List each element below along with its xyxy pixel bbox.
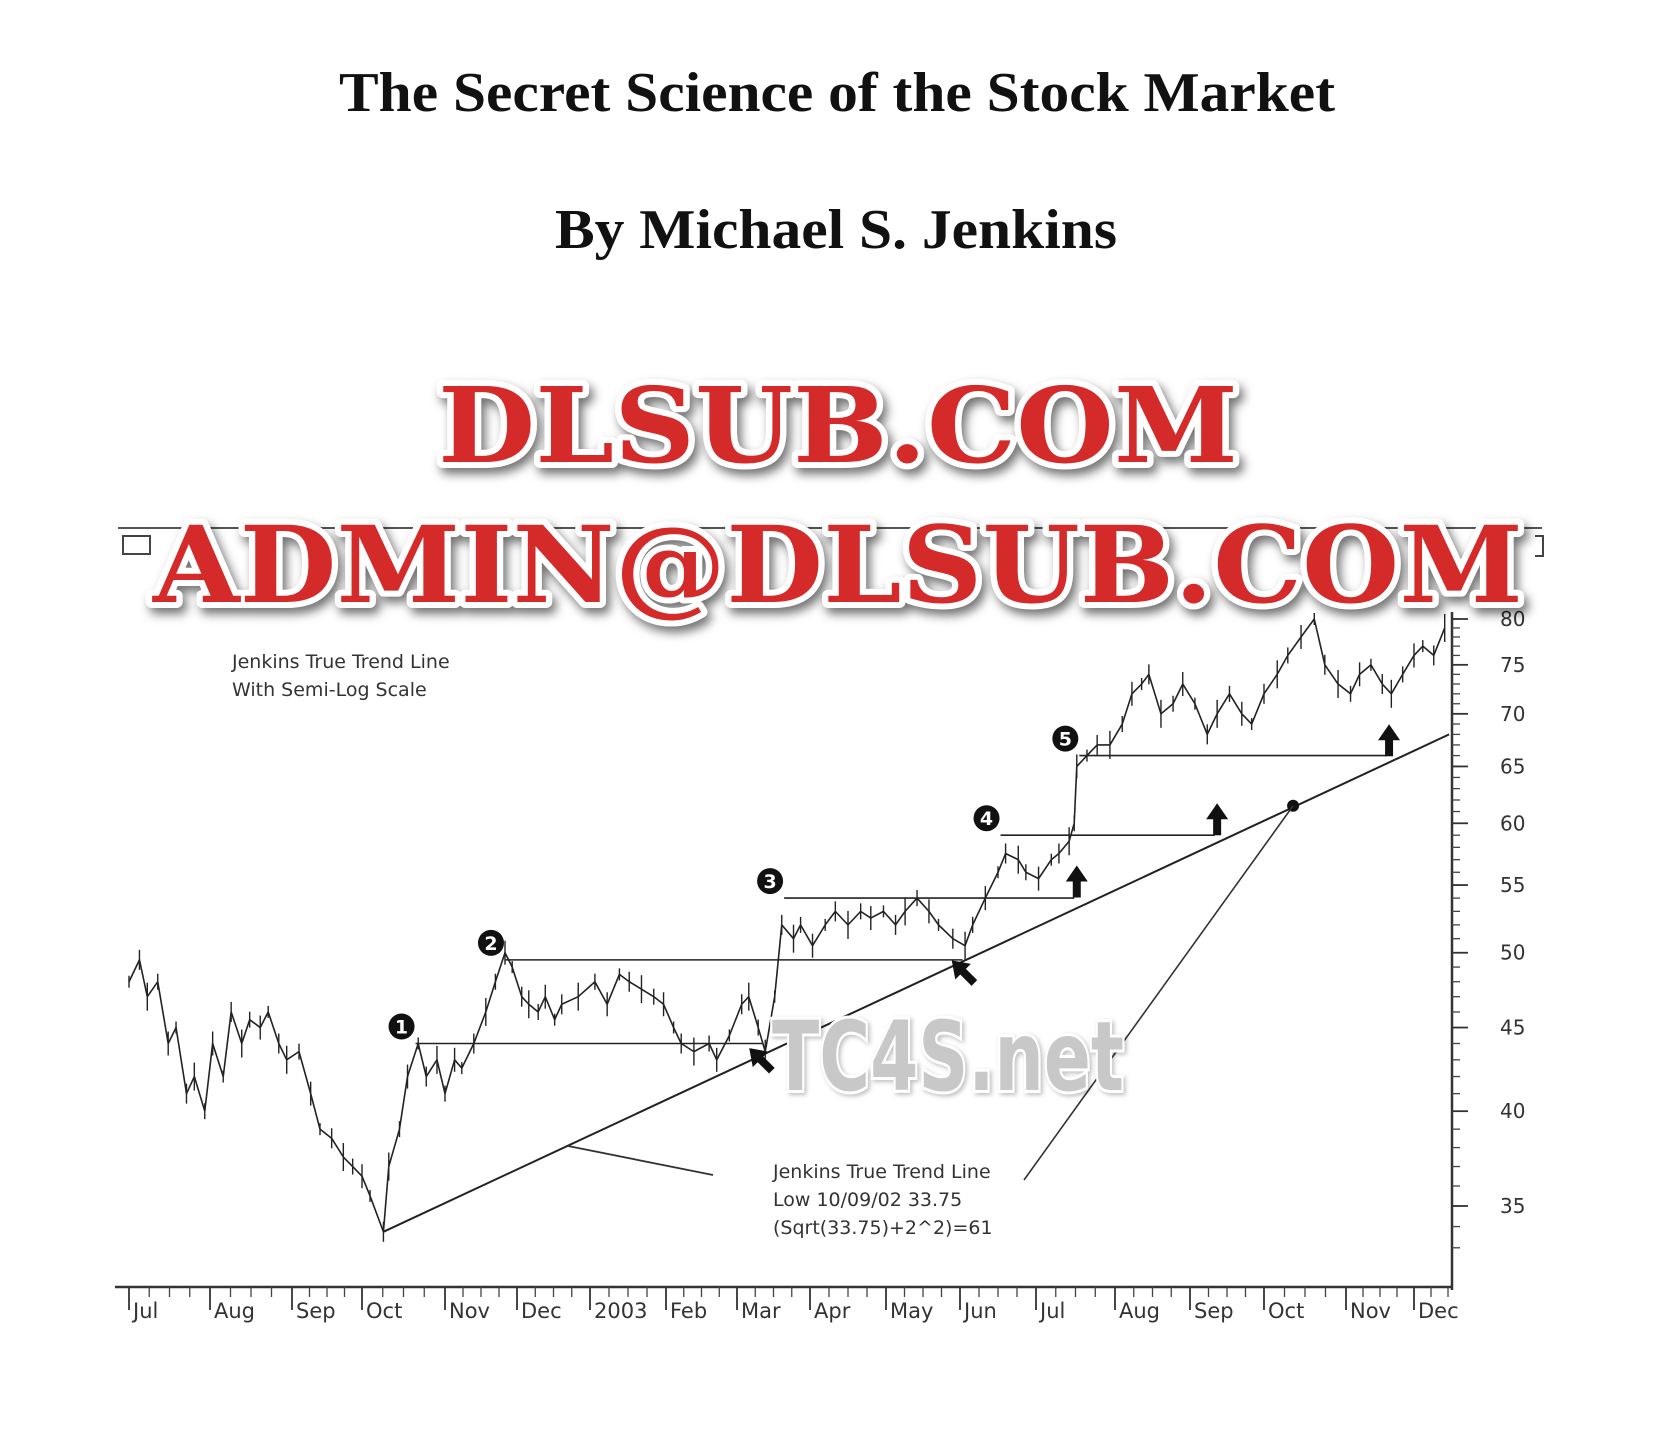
y-tick-label: 50: [1500, 941, 1525, 965]
annotation-line-1: Jenkins True Trend Line: [772, 1161, 991, 1183]
price-chart: Jul Aug Sep Oct Nov Dec 2003 Feb Mar Apr May Jun Jul…: [115, 607, 1525, 1323]
document-title: The Secret Science of the Stock Market: [339, 62, 1335, 124]
annotation-line-2: Low 10/09/02 33.75: [773, 1189, 962, 1211]
level-marker-2: [478, 929, 504, 956]
annotation-line-3: (Sqrt(33.75)+2^2)=61: [773, 1217, 993, 1239]
level-marker-1: [388, 1013, 415, 1040]
y-tick-label: 60: [1500, 811, 1525, 835]
x-tick-label: Apr: [814, 1299, 851, 1323]
y-tick-label: 70: [1500, 702, 1525, 726]
x-tick-label: Jun: [962, 1299, 997, 1323]
arrow-up-icon: [951, 960, 978, 986]
x-tick-label: May: [890, 1299, 933, 1323]
pivot-pointer-line: [1023, 805, 1294, 1181]
level-marker-label: 1: [395, 1017, 408, 1039]
watermark-dlsub: DLSUB.COM: [438, 364, 1238, 487]
document-author: By Michael S. Jenkins: [555, 199, 1117, 261]
level-marker-5: [1052, 725, 1079, 752]
x-tick-label: 2003: [594, 1299, 647, 1323]
arrow-shape: [1065, 865, 1088, 898]
y-tick-label: 45: [1500, 1016, 1525, 1040]
x-tick-label: Jul: [131, 1299, 158, 1323]
x-tick-label: Mar: [741, 1299, 781, 1323]
x-tick-label: Dec: [521, 1299, 562, 1323]
level-marker-3: [757, 868, 784, 895]
level-marker-4: [973, 805, 1000, 832]
x-tick-label: Nov: [1350, 1299, 1391, 1323]
x-tick-label: Nov: [449, 1299, 490, 1323]
arrow-up-icon: [1378, 724, 1401, 757]
x-tick-label: Aug: [214, 1299, 255, 1323]
y-tick-label: 75: [1500, 653, 1525, 677]
x-tick-label: Oct: [366, 1299, 402, 1323]
x-tick-label: Oct: [1268, 1299, 1304, 1323]
arrow-shape: [1206, 803, 1229, 836]
price-line: [128, 618, 1446, 1233]
annotation-pointer: [567, 1145, 714, 1176]
level-marker-label: 2: [484, 933, 497, 955]
y-tick-label: 80: [1500, 607, 1525, 631]
level-marker-label: 5: [1059, 729, 1072, 751]
x-tick-label: Feb: [670, 1299, 707, 1323]
x-tick-label: Jul: [1038, 1299, 1065, 1323]
watermark-admin-email: ADMIN@DLSUB.COM: [152, 502, 1523, 627]
x-tick-label: Sep: [296, 1299, 336, 1323]
arrow-up-icon: [749, 1048, 775, 1074]
y-tick-label: 35: [1500, 1194, 1525, 1218]
level-marker-label: 4: [980, 808, 993, 830]
x-tick-label: Aug: [1119, 1299, 1160, 1323]
y-tick-label: 65: [1500, 754, 1525, 778]
arrow-up-icon: [1065, 865, 1088, 898]
watermark-tc4s: TC4S.net: [772, 1001, 1124, 1113]
x-tick-label: Dec: [1418, 1299, 1459, 1323]
window-box-icon: [122, 535, 151, 555]
chart-note-line-1: Jenkins True Trend Line: [231, 651, 450, 673]
arrow-shape: [951, 960, 978, 986]
window-bracket-icon: [1535, 535, 1544, 557]
arrow-shape: [1378, 724, 1401, 757]
arrow-up-icon: [1206, 803, 1229, 836]
arrow-shape: [749, 1048, 775, 1074]
x-tick-label: Sep: [1194, 1299, 1234, 1323]
chart-note-line-2: With Semi-Log Scale: [232, 679, 427, 701]
jenkins-trend-line: [382, 733, 1450, 1233]
y-tick-label: 55: [1500, 873, 1525, 897]
level-marker-label: 3: [763, 871, 776, 893]
y-tick-label: 40: [1500, 1099, 1525, 1123]
